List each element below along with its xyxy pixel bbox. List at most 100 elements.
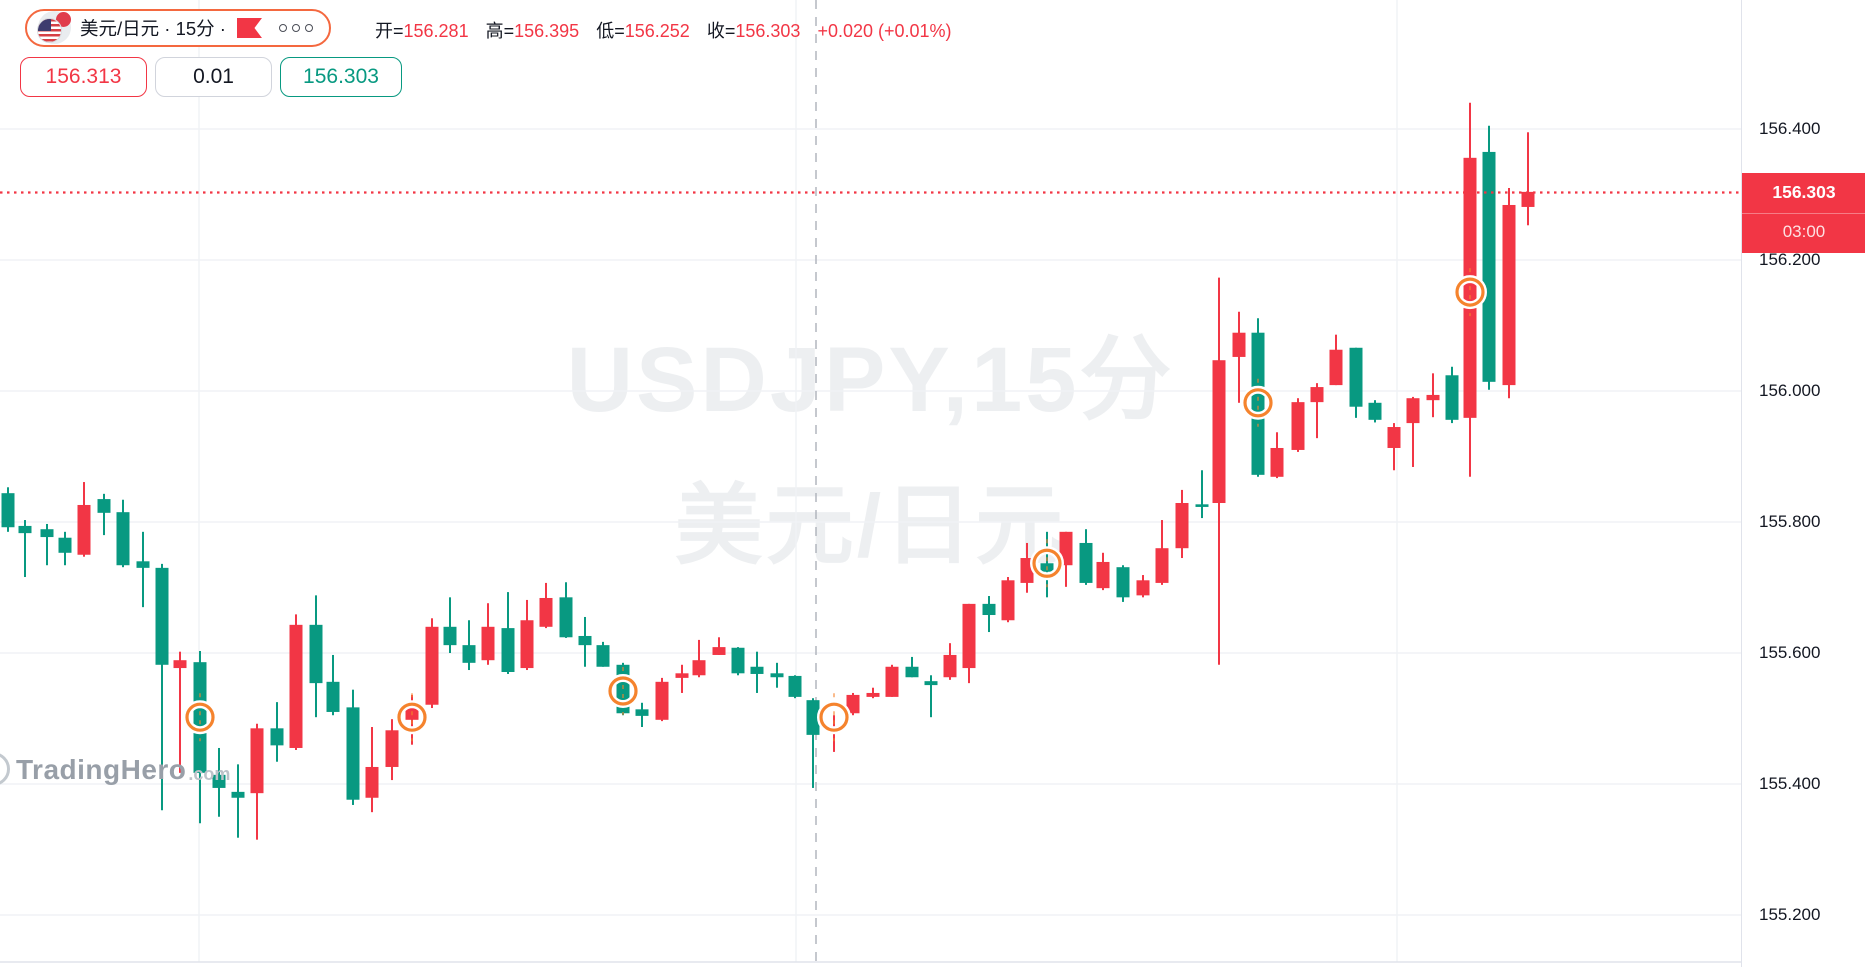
symbol-title: 美元/日元 · 15分 · [80, 18, 226, 39]
high-value: 156.395 [514, 21, 580, 41]
trade-marker-icon[interactable] [1032, 548, 1062, 578]
candle-body [1079, 542, 1093, 583]
buy-price-button[interactable]: 156.303 [280, 57, 402, 97]
logo-mark-icon [0, 750, 16, 790]
candle-body [270, 728, 284, 746]
candle-body [1426, 394, 1440, 401]
candle-body [365, 766, 379, 798]
candle-body [1175, 503, 1189, 549]
candle-body [655, 681, 669, 720]
open-label: 开= [375, 21, 404, 41]
candle-body [58, 537, 72, 553]
candle-body [309, 624, 323, 684]
trade-marker-icon[interactable] [1455, 277, 1485, 307]
candle-body [1155, 548, 1169, 583]
candle-body [385, 730, 399, 767]
logo-text-suffix: .com [188, 763, 231, 784]
candle-body [885, 666, 899, 697]
dot-icon [304, 24, 313, 32]
candle-body [193, 662, 207, 773]
price-tick-label: 155.400 [1759, 774, 1821, 793]
candle-body [326, 681, 340, 712]
price-tick-label: 156.200 [1759, 250, 1821, 269]
price-tick-label: 155.800 [1759, 512, 1821, 531]
candle-body [788, 675, 802, 697]
candle-body [539, 597, 553, 627]
candle-body [1001, 580, 1015, 621]
candle-body [1502, 204, 1516, 386]
candle-body [77, 504, 91, 555]
candle-body [692, 660, 706, 676]
candle-body [770, 673, 784, 678]
candle-body [40, 529, 54, 538]
candle-body [559, 597, 573, 638]
candle-body [712, 647, 726, 655]
dot-icon [291, 24, 300, 32]
candle-body [1349, 347, 1363, 407]
logo-text: TradingHero [16, 754, 187, 785]
candle-body [846, 694, 860, 714]
candle-body [806, 700, 820, 735]
candle-body [962, 603, 976, 669]
candle-body [481, 626, 495, 661]
high-label: 高= [485, 21, 515, 41]
candle-body [425, 626, 439, 705]
tradinghero-logo: TradingHero .com [0, 750, 230, 790]
change-value: +0.020 (+0.01%) [817, 21, 952, 41]
open-value: 156.281 [403, 21, 469, 41]
symbol-selector[interactable]: 美元/日元 · 15分 · [25, 9, 331, 47]
candle-body [578, 635, 592, 646]
candle-body [520, 620, 534, 669]
price-tick-label: 156.400 [1759, 119, 1821, 138]
candle-body [1212, 360, 1226, 504]
candle-body [116, 512, 130, 566]
close-value: 156.303 [735, 21, 801, 41]
trade-marker-icon[interactable] [1243, 388, 1273, 418]
candle-body [1251, 332, 1265, 475]
last-price-value: 156.303 [1772, 182, 1836, 202]
candle-body [1310, 387, 1324, 403]
currency-pair-flag-icon [35, 11, 71, 45]
dot-icon [278, 24, 287, 32]
candle-body [1096, 561, 1110, 589]
candle-body [443, 626, 457, 646]
candle-body [675, 673, 689, 678]
price-tick-label: 156.000 [1759, 381, 1821, 400]
close-label: 收= [706, 21, 736, 41]
candle-body [173, 660, 187, 669]
trade-marker-icon[interactable] [608, 676, 638, 706]
candle-body [1329, 349, 1343, 386]
price-tick-label: 155.200 [1759, 905, 1821, 924]
trade-marker-icon[interactable] [819, 702, 849, 732]
trade-marker-icon[interactable] [397, 702, 427, 732]
candle-body [1387, 427, 1401, 448]
candle-body [501, 628, 515, 672]
candle-body [1, 493, 15, 528]
trade-marker-icon[interactable] [185, 702, 215, 732]
us-flag-icon [37, 18, 62, 43]
low-label: 低= [596, 21, 625, 41]
spread-button[interactable]: 0.01 [155, 57, 272, 97]
red-flag-icon [236, 18, 262, 38]
price-axis[interactable]: 156.400 156.200 156.000 155.800 155.600 155.4… [1741, 0, 1865, 967]
candle-body [1195, 504, 1209, 507]
low-value: 156.252 [624, 21, 690, 41]
sell-price-button[interactable]: 156.313 [20, 57, 147, 97]
candle-body [905, 666, 919, 678]
candle-body [943, 654, 957, 678]
candlestick-chart[interactable] [0, 0, 1741, 967]
candle-body [596, 645, 610, 667]
candle-body [155, 567, 169, 665]
candle-body [1291, 402, 1305, 450]
more-options-icon[interactable] [278, 24, 313, 32]
candle-body [1406, 398, 1420, 424]
candle-body [1116, 567, 1130, 598]
candle-body [1445, 375, 1459, 420]
ohlc-readout: 开=156.281 高=156.395 低=156.252 收=156.303 … [375, 17, 952, 43]
candle-body [866, 692, 880, 697]
candle-body [136, 561, 150, 568]
candle-body [1368, 402, 1382, 420]
candle-body [212, 774, 226, 788]
candle-body [731, 647, 745, 674]
